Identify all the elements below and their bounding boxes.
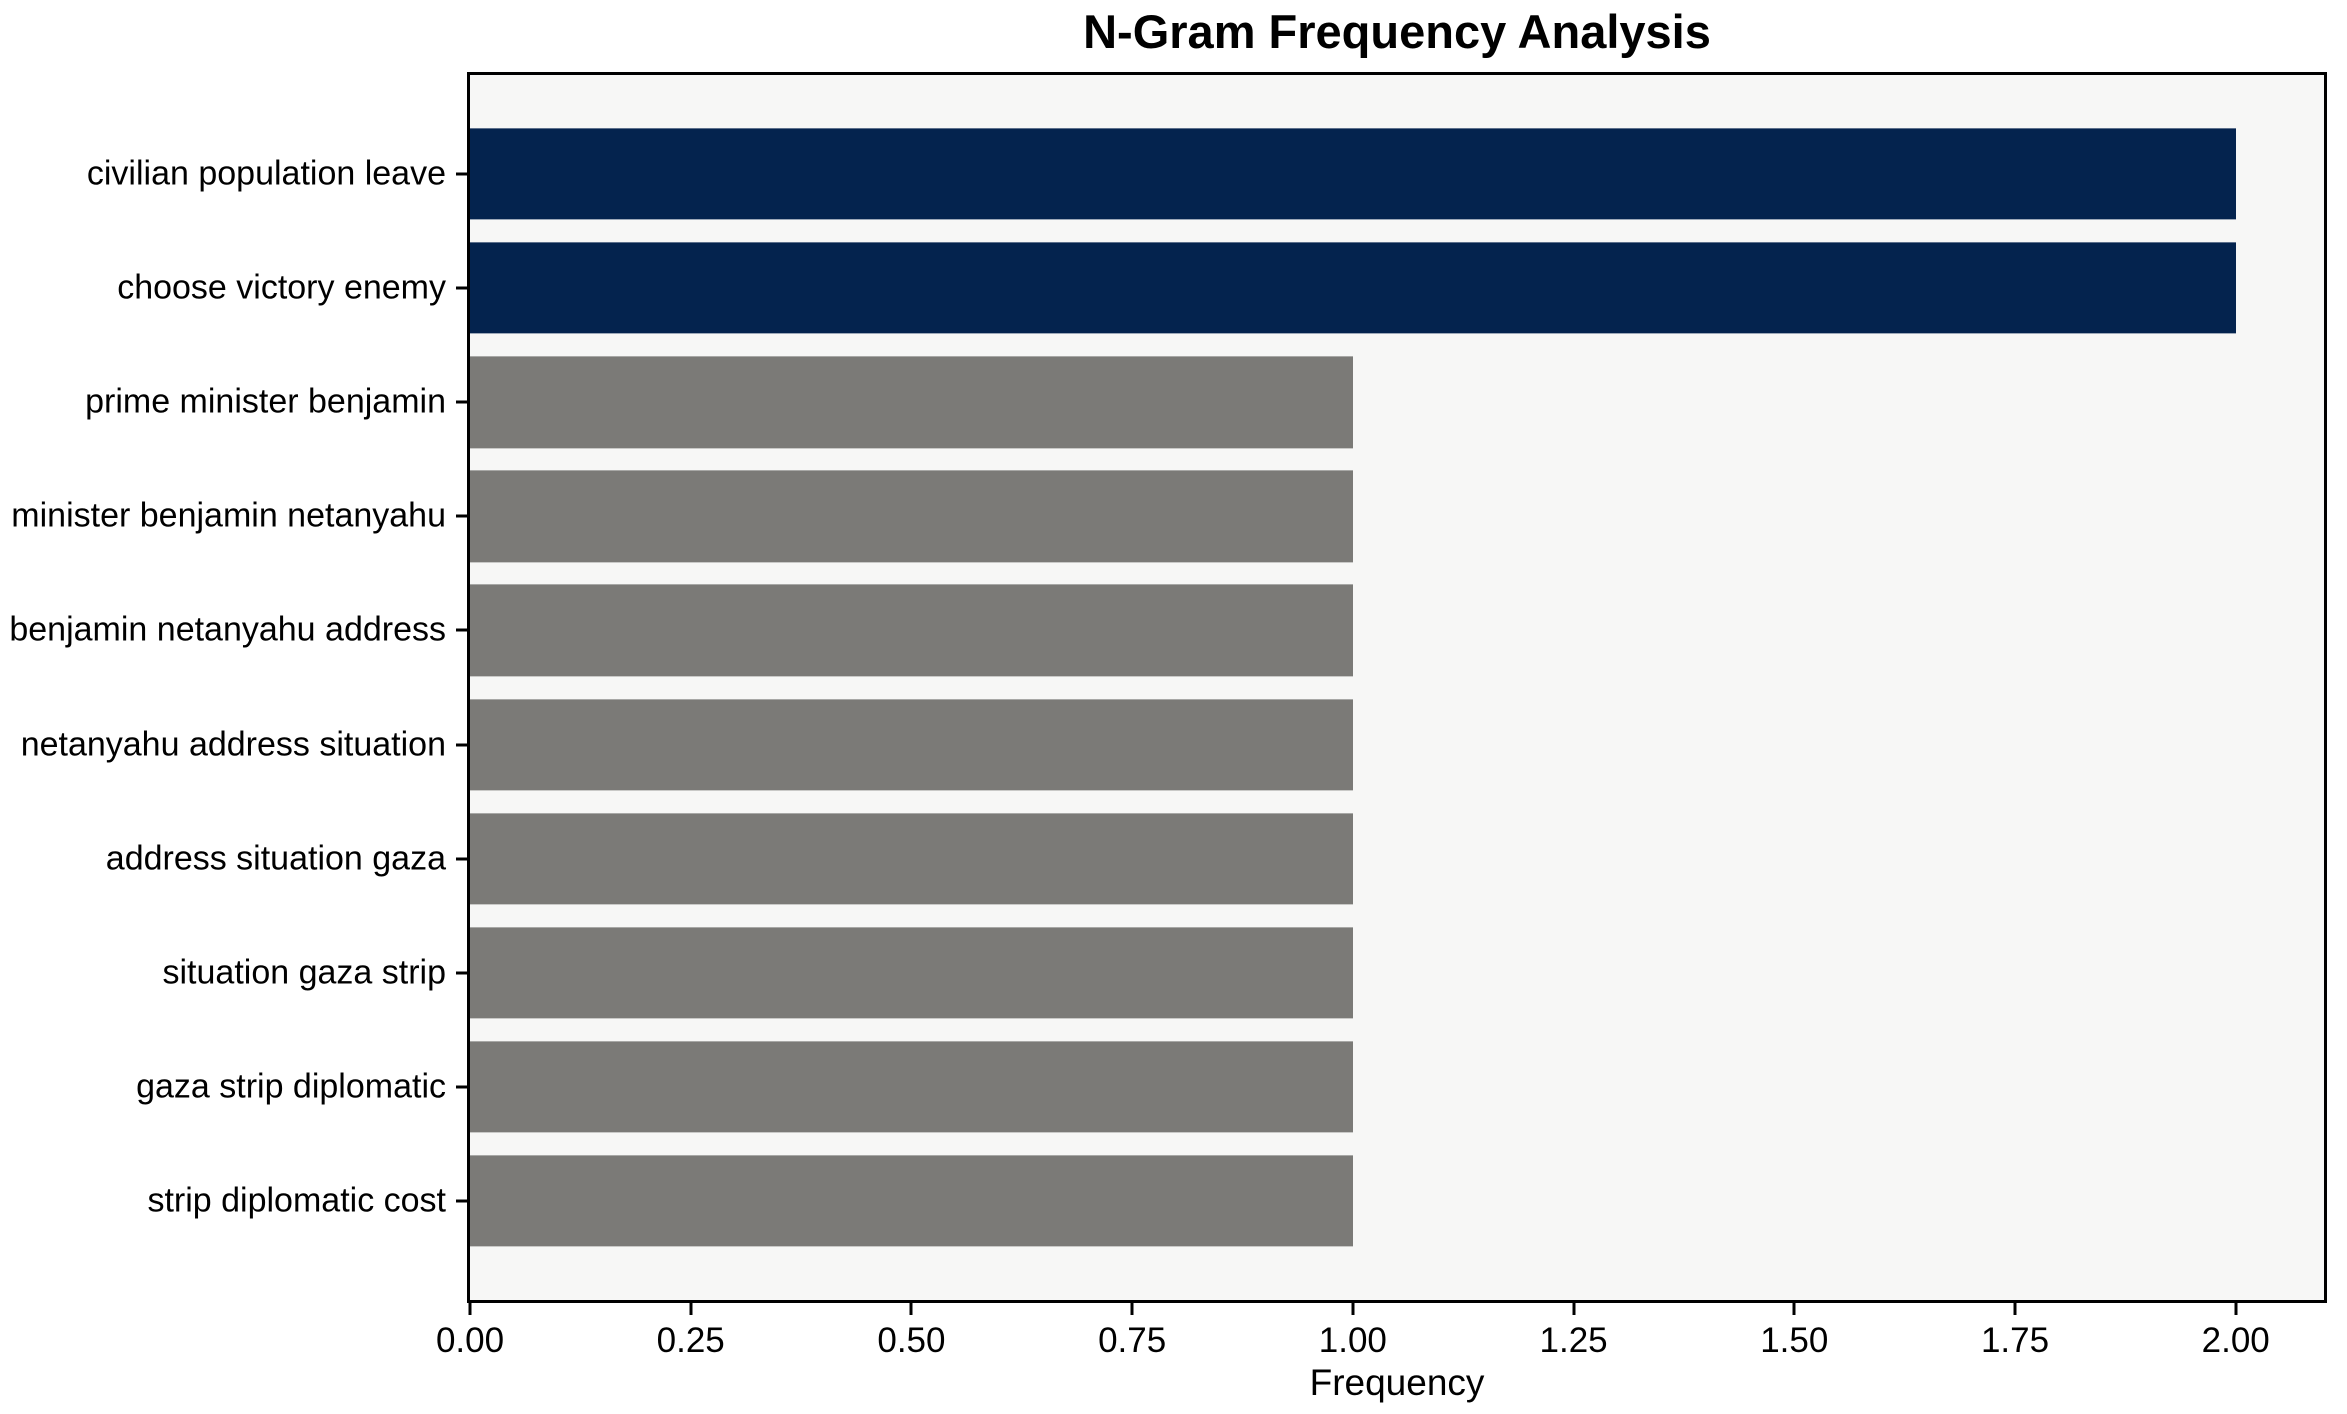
x-tick-mark — [2234, 1300, 2238, 1315]
frequency-bar — [470, 242, 2236, 334]
bar-row: benjamin netanyahu address — [9, 573, 2324, 687]
frequency-bar — [470, 698, 1353, 791]
bar-row: gaza strip diplomatic — [136, 1030, 2324, 1144]
x-tick-label: 0.75 — [1098, 1321, 1167, 1360]
bar-row: situation gaza strip — [163, 916, 2324, 1030]
x-axis-label: Frequency — [1309, 1362, 1485, 1403]
x-tick-label: 1.25 — [1539, 1321, 1608, 1360]
category-label: benjamin netanyahu address — [9, 610, 446, 649]
bar-row: prime minister benjamin — [85, 345, 2324, 459]
category-label: situation gaza strip — [162, 953, 447, 992]
x-tick-label: 1.75 — [1980, 1321, 2050, 1360]
x-tick-mark — [1792, 1300, 1796, 1315]
frequency-bar — [470, 128, 2236, 220]
frequency-bar — [470, 356, 1353, 448]
x-tick-mark — [2013, 1300, 2017, 1315]
bar-row: strip diplomatic cost — [147, 1144, 2324, 1258]
x-tick-mark — [1351, 1300, 1355, 1315]
category-label: civilian population leave — [86, 154, 446, 193]
x-tick-label: 0.50 — [877, 1321, 946, 1360]
category-label: strip diplomatic cost — [147, 1181, 446, 1220]
x-tick-mark — [1572, 1300, 1576, 1315]
y-tick-mark — [456, 1199, 470, 1203]
bar-row: address situation gaza — [106, 802, 2324, 916]
frequency-bar — [470, 470, 1353, 562]
x-tick-label: 0.25 — [656, 1321, 725, 1360]
x-tick-mark — [1130, 1300, 1134, 1315]
x-tick-label: 1.00 — [1318, 1321, 1387, 1360]
category-label: address situation gaza — [105, 839, 446, 878]
bar-row: choose victory enemy — [117, 231, 2324, 345]
y-tick-mark — [456, 1085, 470, 1089]
y-tick-mark — [456, 514, 470, 518]
x-tick-mark — [468, 1300, 472, 1315]
bar-rows: civilian population leave choose victory … — [9, 117, 2324, 1258]
plot-area: civilian population leave choose victory … — [9, 72, 2327, 1360]
y-tick-mark — [456, 172, 470, 176]
frequency-bar — [470, 584, 1353, 677]
bar-row: netanyahu address situation — [21, 687, 2324, 801]
category-label: minister benjamin netanyahu — [11, 496, 446, 535]
x-tick-label: 1.50 — [1760, 1321, 1829, 1360]
category-label: gaza strip diplomatic — [136, 1067, 446, 1106]
y-tick-mark — [456, 743, 470, 747]
x-tick-label: 2.00 — [2201, 1321, 2270, 1360]
y-tick-mark — [456, 286, 470, 290]
category-label: prime minister benjamin — [85, 382, 446, 421]
bar-row: minister benjamin netanyahu — [11, 459, 2324, 573]
frequency-bar — [470, 1155, 1353, 1247]
frequency-bar — [470, 1041, 1353, 1133]
x-tick-label: 0.00 — [435, 1321, 505, 1360]
x-tick-mark — [909, 1300, 913, 1315]
frequency-bar — [470, 927, 1353, 1019]
category-label: choose victory enemy — [117, 268, 446, 307]
bar-row: civilian population leave — [87, 117, 2324, 231]
y-tick-mark — [456, 400, 470, 404]
y-tick-mark — [456, 628, 470, 632]
category-label: netanyahu address situation — [20, 725, 446, 764]
y-tick-mark — [456, 971, 470, 975]
y-tick-mark — [456, 857, 470, 861]
frequency-bar — [470, 812, 1353, 905]
x-tick-mark — [689, 1300, 693, 1315]
chart-title: N-Gram Frequency Analysis — [1083, 5, 1711, 58]
